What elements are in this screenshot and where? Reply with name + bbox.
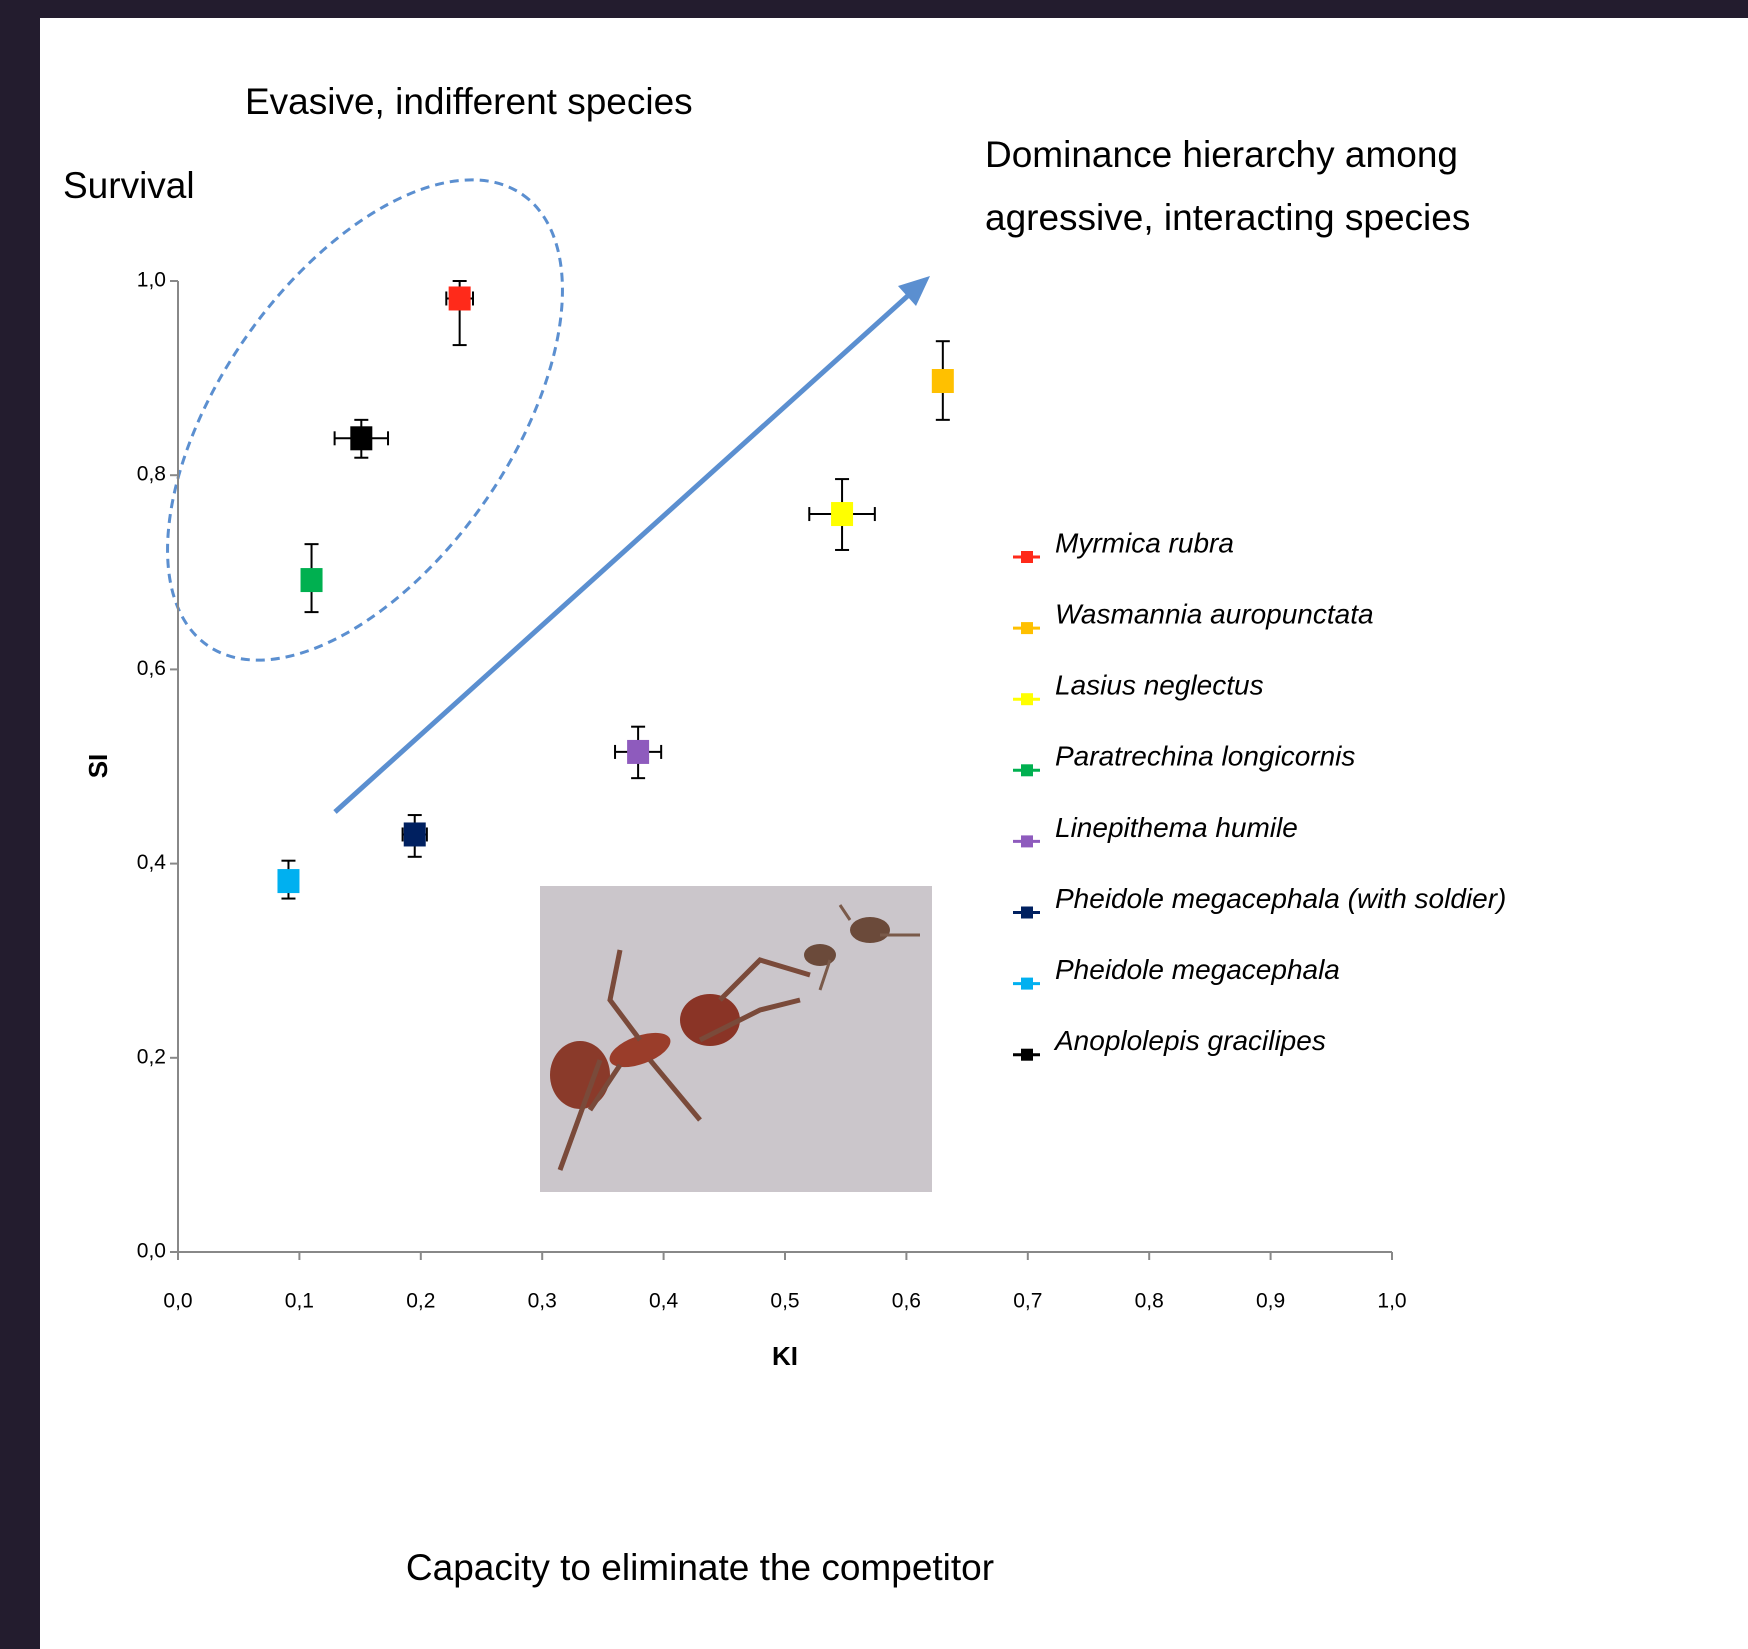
x-axis-label: KI xyxy=(772,1341,798,1371)
data-point xyxy=(808,478,876,551)
slide xyxy=(40,18,1748,1649)
legend-marker xyxy=(1021,551,1033,563)
marker xyxy=(300,568,323,593)
data-point xyxy=(614,725,663,780)
group-outline xyxy=(166,178,564,662)
data-point xyxy=(277,859,300,900)
y-tick-label: 0,2 xyxy=(137,1045,166,1068)
marker xyxy=(931,369,954,394)
data-point xyxy=(931,340,954,421)
x-annotation: Capacity to eliminate the competitor xyxy=(406,1547,994,1588)
y-tick-label: 0,8 xyxy=(137,463,166,486)
x-tick-label: 0,3 xyxy=(528,1290,557,1313)
legend-label: Wasmannia auropunctata xyxy=(1055,598,1374,629)
marker xyxy=(627,739,650,764)
legend-marker xyxy=(1021,906,1033,919)
data-point xyxy=(300,543,323,614)
legend-label: Anoplolepis gracilipes xyxy=(1053,1025,1326,1056)
x-tick-label: 0,9 xyxy=(1256,1290,1285,1313)
legend-marker xyxy=(1021,622,1033,635)
photo xyxy=(540,886,932,1192)
legend-label: Pheidole megacephala xyxy=(1055,954,1340,985)
legend-marker xyxy=(1021,835,1033,848)
x-tick-label: 0,7 xyxy=(1013,1290,1042,1313)
x-tick-label: 0,6 xyxy=(892,1290,921,1313)
annotation: Dominance hierarchy among xyxy=(985,134,1458,175)
y-tick-label: 1,0 xyxy=(137,269,166,292)
x-tick-label: 0,5 xyxy=(770,1290,799,1313)
legend-label: Paratrechina longicornis xyxy=(1055,741,1355,772)
legend-label: Lasius neglectus xyxy=(1055,670,1264,701)
legend-marker xyxy=(1021,977,1033,990)
legend-marker xyxy=(1021,693,1033,706)
x-tick-label: 0,2 xyxy=(406,1290,435,1313)
marker xyxy=(277,869,300,894)
x-tick-label: 0,4 xyxy=(649,1290,679,1313)
legend-marker xyxy=(1021,1048,1033,1061)
data-point xyxy=(333,418,390,459)
y-annotation: Survival xyxy=(63,165,195,206)
y-tick-label: 0,6 xyxy=(137,657,166,680)
y-tick-label: 0,0 xyxy=(137,1240,166,1263)
y-tick-label: 0,4 xyxy=(137,851,167,874)
x-tick-label: 0,1 xyxy=(285,1290,314,1313)
annotation: agressive, interacting species xyxy=(985,197,1470,238)
annotation: Evasive, indifferent species xyxy=(245,81,693,122)
trend-arrow xyxy=(333,276,930,814)
legend-label: Pheidole megacephala (with soldier) xyxy=(1055,883,1506,914)
marker xyxy=(448,286,471,311)
x-tick-label: 0,8 xyxy=(1135,1290,1164,1313)
y-axis-label: SI xyxy=(83,754,113,779)
data-point xyxy=(401,814,428,858)
legend-label: Linepithema humile xyxy=(1055,812,1298,843)
marker xyxy=(403,822,426,847)
x-tick-label: 0,0 xyxy=(163,1290,192,1313)
legend-marker xyxy=(1021,764,1033,777)
x-tick-label: 1,0 xyxy=(1377,1290,1406,1313)
marker xyxy=(350,426,373,451)
marker xyxy=(831,502,854,527)
data-point xyxy=(445,280,475,347)
legend-label: Myrmica rubra xyxy=(1055,527,1234,558)
